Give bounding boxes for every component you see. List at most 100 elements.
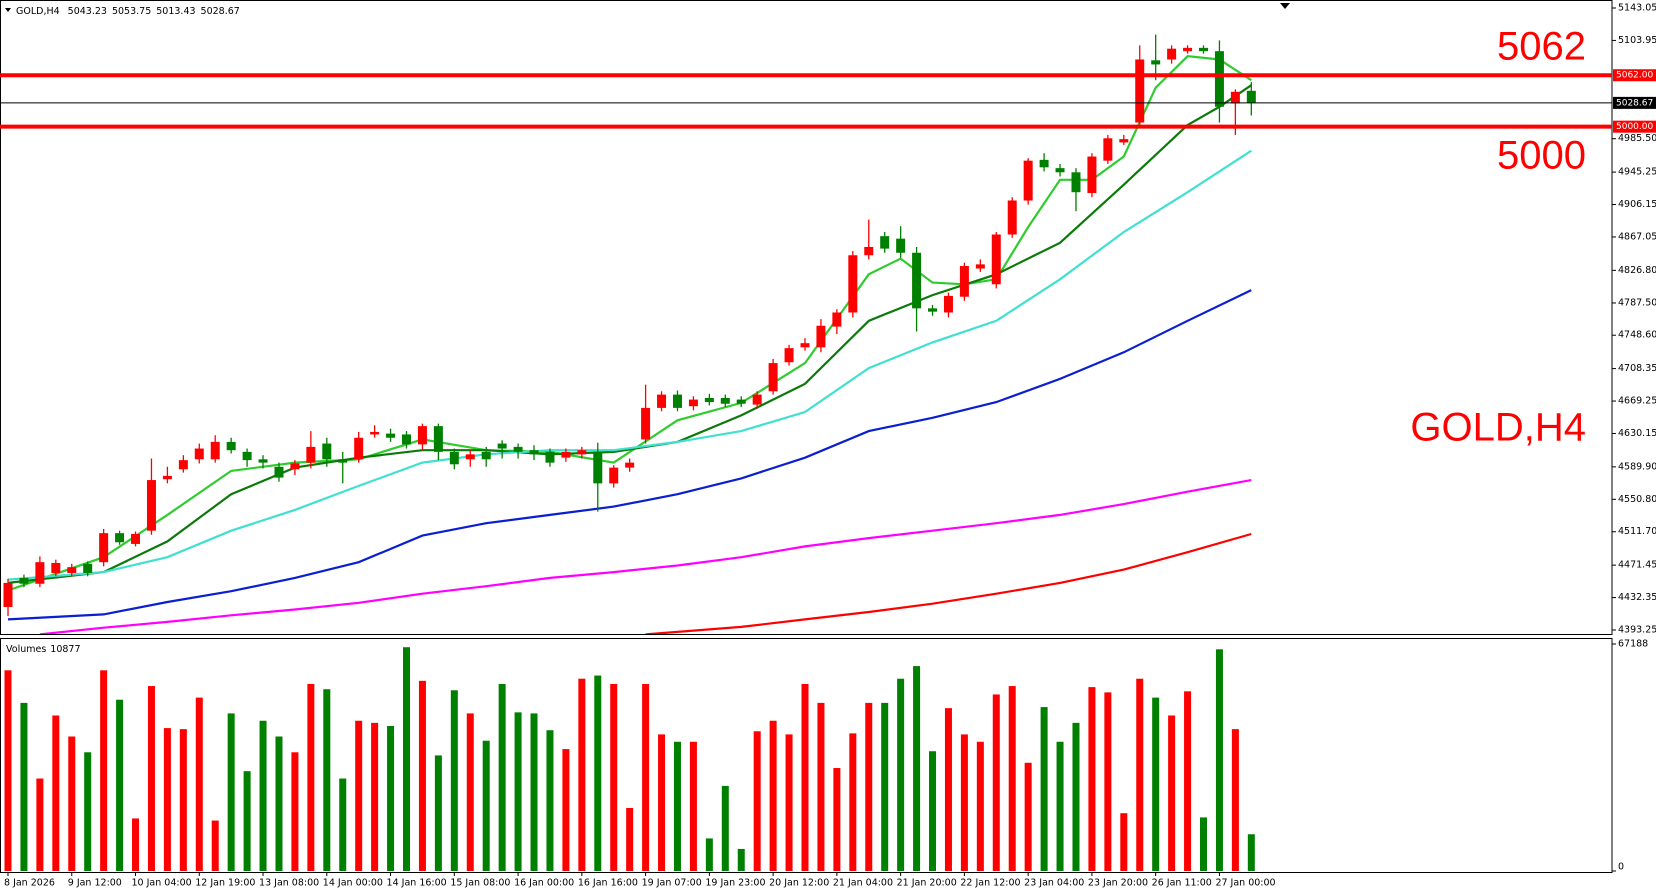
candle-body <box>832 312 842 327</box>
volume-bar <box>371 722 379 871</box>
candle-body <box>306 446 316 463</box>
candle-body <box>625 462 635 468</box>
volume-panel-frame <box>0 638 1613 873</box>
volume-bar <box>132 818 140 871</box>
y-tick-label: 4432.35 <box>1618 592 1656 603</box>
volume-bar <box>1104 692 1112 871</box>
volume-bar <box>179 729 187 871</box>
price-plot <box>3 34 1256 634</box>
volume-bar <box>642 683 650 871</box>
moving-average <box>7 84 1252 584</box>
moving-average <box>645 532 1252 634</box>
x-tick-label: 22 Jan 12:00 <box>960 878 1020 889</box>
candle-body <box>529 450 539 455</box>
x-tick-label: 26 Jan 11:00 <box>1152 878 1212 889</box>
candle-body <box>322 443 332 460</box>
candle-body <box>864 246 874 256</box>
candle-body <box>736 399 746 404</box>
volume-bar <box>944 708 952 871</box>
x-tick-label: 10 Jan 04:00 <box>132 878 192 889</box>
candle-body <box>290 463 300 470</box>
candle-body <box>51 563 61 573</box>
candle-body <box>800 343 810 348</box>
volume-bar <box>434 755 442 871</box>
volume-bar <box>833 768 841 871</box>
candle-body <box>1199 47 1208 52</box>
x-tick-label: 14 Jan 00:00 <box>323 878 383 889</box>
volume-bar <box>753 731 761 871</box>
candle-body <box>178 460 188 470</box>
volume-bar <box>865 702 873 871</box>
y-tick-label: 5103.95 <box>1618 35 1656 46</box>
volume-bar <box>769 720 777 871</box>
candle-body <box>99 533 109 563</box>
candle-body <box>513 446 523 452</box>
x-tick-label: 21 Jan 20:00 <box>897 878 957 889</box>
candle-body <box>959 266 969 297</box>
level-label: 5000.00 <box>1616 122 1653 132</box>
candle-body <box>943 295 953 313</box>
price-panel-frame <box>0 0 1613 635</box>
y-tick-label: 4945.25 <box>1618 167 1656 178</box>
volume-bar <box>227 713 235 871</box>
candle-body <box>672 394 682 408</box>
candle-body <box>146 480 156 531</box>
candle-body <box>704 397 714 403</box>
volume-bar <box>243 771 251 871</box>
candle-body <box>115 533 125 543</box>
header-close: 5028.67 <box>201 6 240 17</box>
volume-bar <box>4 670 12 871</box>
volume-bar <box>897 678 905 871</box>
y-tick-label: 4787.50 <box>1618 297 1656 308</box>
candle-body <box>497 443 507 449</box>
candle-body <box>354 437 364 460</box>
y-tick-label: 4748.60 <box>1618 330 1656 341</box>
volume-bar <box>673 741 681 871</box>
volume-bar <box>482 740 490 871</box>
volume-header: Volumes 10877 <box>6 644 81 655</box>
candle-body <box>1055 168 1065 173</box>
volume-bar <box>387 725 395 871</box>
symbol: GOLD,H4 <box>16 6 60 17</box>
level-label: 5062.00 <box>1616 71 1653 81</box>
y-tick-label: 0 <box>1618 862 1624 873</box>
y-tick-label: 67188 <box>1618 639 1648 650</box>
volume-bar <box>976 741 984 871</box>
candle-body <box>720 397 730 404</box>
y-tick-label: 4985.50 <box>1618 133 1656 144</box>
volume-bar <box>721 785 729 871</box>
candle-body <box>1167 48 1177 60</box>
y-tick-label: 4550.80 <box>1618 494 1656 505</box>
volume-bar <box>275 736 283 871</box>
volume-bar <box>881 702 889 871</box>
volume-bar <box>259 720 267 871</box>
candle-body <box>784 348 794 363</box>
volume-bar <box>705 838 713 871</box>
candle-body <box>1071 172 1081 193</box>
candle-body <box>162 475 172 480</box>
candle-body <box>768 363 778 392</box>
x-tick-label: 13 Jan 08:00 <box>259 878 319 889</box>
volume-bar <box>1152 697 1160 871</box>
y-tick-label: 4630.15 <box>1618 428 1656 439</box>
candle-body <box>402 434 411 445</box>
candle-body <box>1214 51 1224 107</box>
candle-body <box>848 255 858 313</box>
candle-body <box>688 399 698 407</box>
candle-body <box>131 533 141 544</box>
candle-body <box>386 433 396 438</box>
level-annotation: 5062 <box>1497 25 1586 69</box>
volume-bar <box>514 712 522 871</box>
volume-bar <box>785 734 793 871</box>
candle-body <box>1039 159 1049 168</box>
y-tick-label: 4669.25 <box>1618 396 1656 407</box>
x-tick-label: 12 Jan 19:00 <box>195 878 255 889</box>
symbol-annotation: GOLD,H4 <box>1410 406 1586 450</box>
y-tick-label: 4867.05 <box>1618 231 1656 242</box>
volume-bar <box>163 728 171 871</box>
volume-bar <box>546 730 554 871</box>
volume-bar <box>147 686 155 871</box>
volume-bar <box>116 699 124 871</box>
